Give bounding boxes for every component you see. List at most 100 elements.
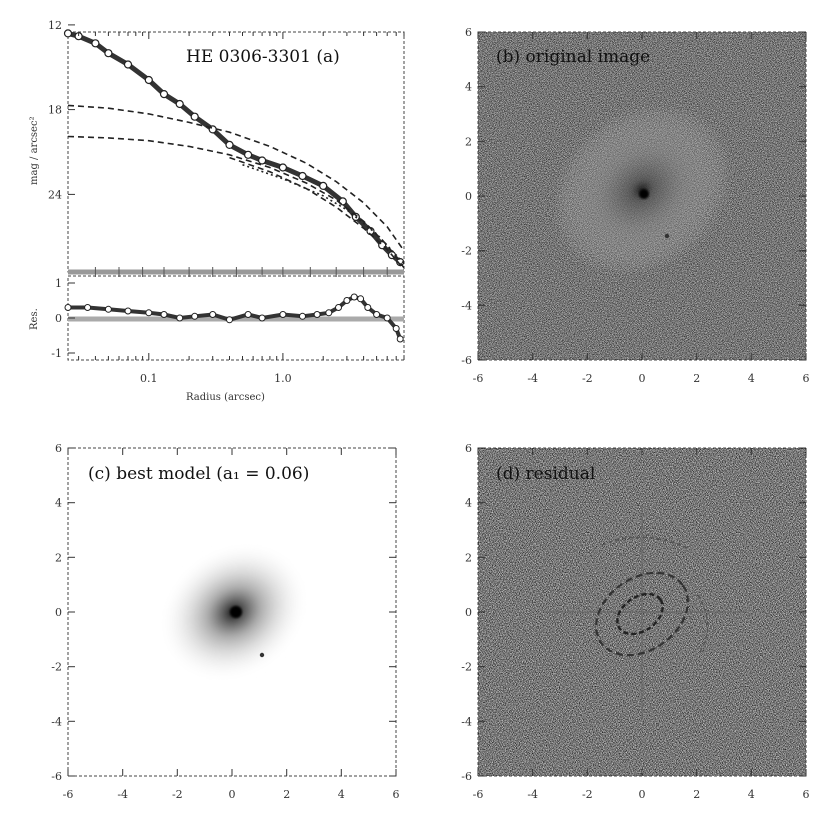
profile-data-point	[123, 60, 133, 69]
model-component-3	[229, 156, 405, 270]
residual-point	[124, 307, 132, 315]
y-tick-label: -4	[461, 299, 472, 312]
residual-point	[396, 335, 404, 343]
x-tick-label: 1.0	[274, 372, 292, 385]
panel-d-residual: -6 -4 -2 0 2 4 6 6 4 2 0 -2 -4 -6 (d) residual	[461, 442, 809, 801]
y-tick-label: 2	[55, 551, 62, 564]
x-tick-label: -6	[63, 788, 74, 801]
x-tick-label: 2	[283, 788, 290, 801]
x-tick-label: 2	[693, 372, 700, 385]
panel-c-ticks: -6 -4 -2 0 2 4 6 6 4 2 0 -2 -4 -6	[51, 442, 399, 801]
panel-a-profile: 0.1 1.0 12 18 24 1 0 -1 HE 0306-3301 (a) mag / …	[29, 19, 405, 403]
residual-point	[258, 314, 266, 322]
residual-point	[84, 304, 92, 311]
x-tick-label: 2	[693, 788, 700, 801]
profile-data-point	[104, 49, 113, 58]
x-tick-label: -6	[473, 372, 484, 385]
residual-y-tick-label: 0	[55, 312, 62, 325]
residual-point	[373, 311, 381, 318]
y-tick-label: -4	[461, 715, 472, 728]
residual-point	[325, 309, 333, 317]
y-tick-label: 24	[48, 188, 62, 201]
residual-point	[383, 314, 391, 322]
y-tick-label: -2	[51, 661, 62, 674]
panel-d-title: (d) residual	[496, 464, 595, 484]
model-companion	[259, 652, 265, 658]
x-tick-label: -2	[582, 372, 593, 385]
profile-data-point	[244, 150, 253, 159]
residual-point	[335, 304, 342, 311]
residual-y-tick-label: 1	[55, 277, 62, 290]
y-tick-label: -4	[51, 715, 62, 728]
panel-c-best-model: -6 -4 -2 0 2 4 6 6 4 2 0 -2 -4 -6 (c) best model (a₁ …	[51, 442, 399, 801]
residual-point	[364, 304, 372, 311]
profile-data-point	[175, 99, 184, 109]
x-tick-label: -6	[473, 788, 484, 801]
residual-point	[160, 311, 168, 318]
profile-data-point	[144, 75, 153, 85]
residual-y-axis-label: Res.	[29, 308, 40, 330]
y-tick-label: 0	[465, 190, 472, 203]
residual-point	[350, 293, 358, 301]
profile-data-point	[225, 140, 234, 149]
y-tick-label: 6	[465, 26, 472, 39]
y-tick-label: 2	[465, 135, 472, 148]
x-tick-label: -4	[527, 372, 538, 385]
residual-point	[299, 312, 306, 320]
y-tick-label: 4	[465, 81, 472, 94]
y-tick-label: -6	[461, 354, 472, 367]
residual-point	[191, 312, 199, 320]
profile-data-point	[91, 39, 100, 48]
y-tick-label: -6	[461, 770, 472, 783]
x-tick-label: 4	[748, 372, 755, 385]
y-tick-label: 0	[55, 606, 62, 619]
residual-point	[392, 325, 400, 332]
x-tick-label: 6	[803, 788, 810, 801]
model-nucleus	[230, 606, 242, 618]
profile-data-point	[278, 163, 287, 172]
residual-point	[313, 311, 321, 318]
y-tick-label: 18	[48, 104, 62, 117]
residual-y-tick-label: -1	[51, 347, 62, 360]
panel-a-frame	[67, 31, 405, 273]
residual-point	[104, 305, 112, 313]
y-tick-label: -6	[51, 770, 62, 783]
profile-data-point	[298, 171, 307, 181]
panel-d-ticks: -6 -4 -2 0 2 4 6 6 4 2 0 -2 -4 -6	[461, 442, 809, 801]
x-tick-label: 6	[393, 788, 400, 801]
x-tick-label: -4	[117, 788, 128, 801]
y-tick-label: 2	[465, 551, 472, 564]
y-tick-label: -2	[461, 661, 472, 674]
y-tick-label: 12	[48, 19, 62, 32]
x-tick-label: 4	[748, 788, 755, 801]
residual-arc-right	[697, 594, 709, 653]
y-tick-label: 4	[465, 497, 472, 510]
residual-point	[64, 304, 72, 311]
residual-point	[343, 297, 351, 304]
panel-b-title: (b) original image	[496, 47, 650, 67]
residual-arc-upper	[601, 536, 689, 549]
x-tick-label: 0	[229, 788, 236, 801]
y-axis-label: mag / arcsec²	[29, 116, 40, 185]
y-tick-label: 4	[55, 497, 62, 510]
y-tick-label: 6	[55, 442, 62, 455]
panel-a-layer: 0.1 1.0 12 18 24 1 0 -1	[48, 19, 405, 385]
residual-ring-outer	[595, 571, 689, 657]
panel-b-original-image: -6 -4 -2 0 2 4 6 6 4 2 0 -2 -4 -6 (b) original image	[461, 26, 809, 385]
x-tick-label: 0	[639, 372, 646, 385]
x-tick-label: 4	[338, 788, 345, 801]
profile-data-point	[319, 181, 328, 190]
model-component-4	[242, 163, 405, 265]
x-tick-label: 0	[639, 788, 646, 801]
x-tick-label: 0.1	[140, 372, 158, 385]
profile-data-point	[258, 156, 267, 165]
residual-point	[357, 295, 365, 303]
residual-point	[145, 309, 153, 317]
panel-b-ticks: -6 -4 -2 0 2 4 6 6 4 2 0 -2 -4 -6	[461, 26, 809, 385]
residual-point	[209, 311, 217, 318]
residual-point	[244, 311, 252, 318]
panel-a-title: HE 0306-3301 (a)	[186, 47, 340, 67]
residual-point	[176, 314, 184, 322]
y-tick-label: 6	[465, 442, 472, 455]
